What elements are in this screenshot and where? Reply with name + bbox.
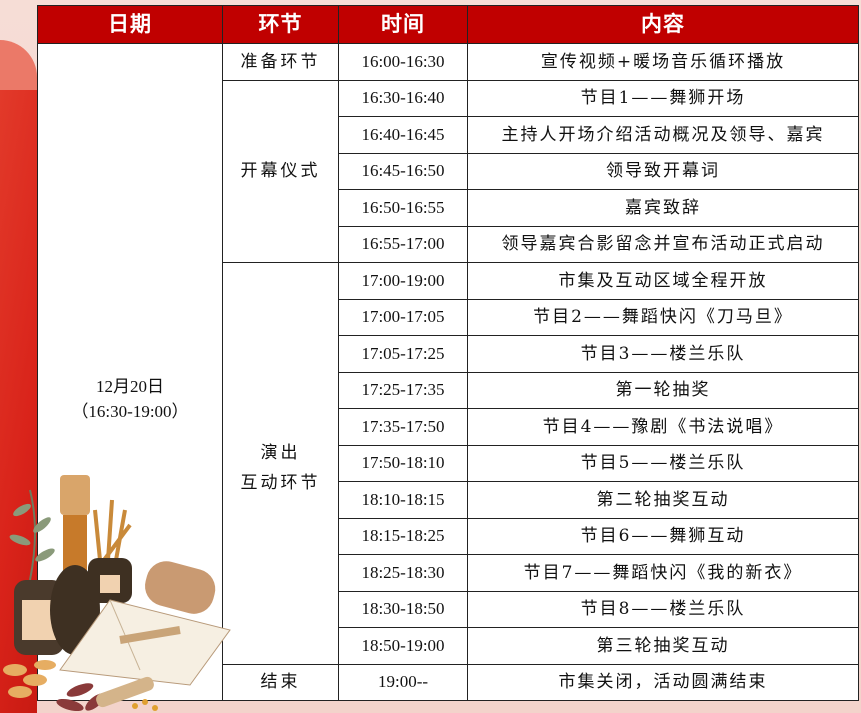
table-row: 18:50-19:00 第三轮抽奖互动 bbox=[38, 627, 859, 665]
time-cell: 17:05-17:25 bbox=[338, 335, 468, 373]
root-sticks-icon bbox=[96, 676, 158, 711]
content-cell: 节目1——舞狮开场 bbox=[467, 79, 859, 117]
content-cell: 节目2——舞蹈快闪《刀马旦》 bbox=[467, 298, 859, 336]
table-row: 18:10-18:15 第二轮抽奖互动 bbox=[38, 481, 859, 519]
table-row: 18:25-18:30 节目7——舞蹈快闪《我的新衣》 bbox=[38, 554, 859, 592]
header-time: 时间 bbox=[338, 5, 468, 44]
content-cell: 节目8——楼兰乐队 bbox=[467, 590, 859, 628]
content-cell: 第一轮抽奖 bbox=[467, 371, 859, 409]
content-cell: 市集关闭，活动圆满结束 bbox=[467, 663, 859, 701]
time-cell: 18:50-19:00 bbox=[338, 627, 468, 665]
time-cell: 16:50-16:55 bbox=[338, 189, 468, 227]
segment-label: 准备环节 bbox=[240, 51, 321, 72]
herbal-medicine-illustration bbox=[3, 475, 231, 712]
segment-label: 互动环节 bbox=[240, 473, 321, 493]
wheat-pot-icon bbox=[88, 499, 132, 603]
segment-cell: 结束 bbox=[222, 663, 339, 701]
segment-label: 演出 bbox=[260, 443, 301, 463]
content-cell: 第二轮抽奖互动 bbox=[467, 481, 859, 519]
table-row: 17:00-17:05 节目2——舞蹈快闪《刀马旦》 bbox=[38, 298, 859, 336]
segment-label: 开幕仪式 bbox=[240, 161, 321, 182]
time-cell: 18:10-18:15 bbox=[338, 481, 468, 519]
segment-label: 结束 bbox=[260, 672, 301, 693]
time-cell: 17:00-19:00 bbox=[338, 262, 468, 300]
table-row: 16:45-16:50 领导致开幕词 bbox=[38, 152, 859, 190]
table-row: 17:50-18:10 节目5——楼兰乐队 bbox=[38, 444, 859, 482]
content-cell: 第三轮抽奖互动 bbox=[467, 627, 859, 665]
table-row: 演出 互动环节 17:00-19:00 市集及互动区域全程开放 bbox=[38, 262, 859, 665]
content-cell: 节目5——楼兰乐队 bbox=[467, 444, 859, 482]
content-cell: 节目7——舞蹈快闪《我的新衣》 bbox=[467, 554, 859, 592]
date-label: 12月20日 bbox=[96, 377, 164, 396]
content-cell: 宣传视频+暖场音乐循环播放 bbox=[467, 43, 859, 81]
table-row: 开幕仪式 16:30-16:40 节目1——舞狮开场 bbox=[38, 79, 859, 263]
content-cell: 节目6——舞狮互动 bbox=[467, 517, 859, 555]
time-cell: 18:30-18:50 bbox=[338, 590, 468, 628]
herb-slices-icon bbox=[3, 660, 56, 698]
schedule-table: 日期 环节 时间 内容 12月20日 （16:30-19:00） 准备环节 16:00… bbox=[37, 5, 859, 701]
content-cell: 节目3——楼兰乐队 bbox=[467, 335, 859, 373]
time-cell: 16:40-16:45 bbox=[338, 116, 468, 154]
table-row: 结束 19:00-- 市集关闭，活动圆满结束 bbox=[38, 663, 859, 701]
header-date: 日期 bbox=[37, 5, 223, 44]
leaf-sprig-icon bbox=[9, 489, 55, 581]
content-cell: 领导致开幕词 bbox=[467, 152, 859, 190]
header-row: 日期 环节 时间 内容 bbox=[37, 5, 859, 44]
table-row: 17:05-17:25 节目3——楼兰乐队 bbox=[38, 335, 859, 373]
table-row: 18:30-18:50 节目8——楼兰乐队 bbox=[38, 590, 859, 628]
time-cell: 19:00-- bbox=[338, 663, 468, 701]
segment-cell: 演出 互动环节 bbox=[222, 262, 339, 665]
time-cell: 16:45-16:50 bbox=[338, 152, 468, 190]
scroll-icon bbox=[144, 561, 216, 614]
time-cell: 16:00-16:30 bbox=[338, 43, 468, 81]
time-cell: 16:55-17:00 bbox=[338, 225, 468, 263]
date-time-range: （16:30-19:00） bbox=[71, 402, 189, 421]
table-row: 16:50-16:55 嘉宾致辞 bbox=[38, 189, 859, 227]
time-cell: 17:25-17:35 bbox=[338, 371, 468, 409]
time-cell: 18:15-18:25 bbox=[338, 517, 468, 555]
time-cell: 17:00-17:05 bbox=[338, 298, 468, 336]
content-cell: 嘉宾致辞 bbox=[467, 189, 859, 227]
content-cell: 领导嘉宾合影留念并宣布活动正式启动 bbox=[467, 225, 859, 263]
table-row: 16:55-17:00 领导嘉宾合影留念并宣布活动正式启动 bbox=[38, 225, 859, 263]
segment-cell: 开幕仪式 bbox=[222, 79, 339, 263]
header-segment: 环节 bbox=[222, 5, 339, 44]
time-cell: 16:30-16:40 bbox=[338, 79, 468, 117]
content-cell: 市集及互动区域全程开放 bbox=[467, 262, 859, 300]
time-cell: 17:50-18:10 bbox=[338, 444, 468, 482]
segment-cell: 准备环节 bbox=[222, 43, 339, 81]
content-cell: 主持人开场介绍活动概况及领导、嘉宾 bbox=[467, 116, 859, 154]
table-row: 18:15-18:25 节目6——舞狮互动 bbox=[38, 517, 859, 555]
header-content: 内容 bbox=[467, 5, 859, 44]
time-cell: 18:25-18:30 bbox=[338, 554, 468, 592]
table-row: 12月20日 （16:30-19:00） 准备环节 16:00-16:30 宣传视频+暖… bbox=[37, 43, 859, 701]
time-cell: 17:35-17:50 bbox=[338, 408, 468, 446]
content-cell: 节目4——豫剧《书法说唱》 bbox=[467, 408, 859, 446]
